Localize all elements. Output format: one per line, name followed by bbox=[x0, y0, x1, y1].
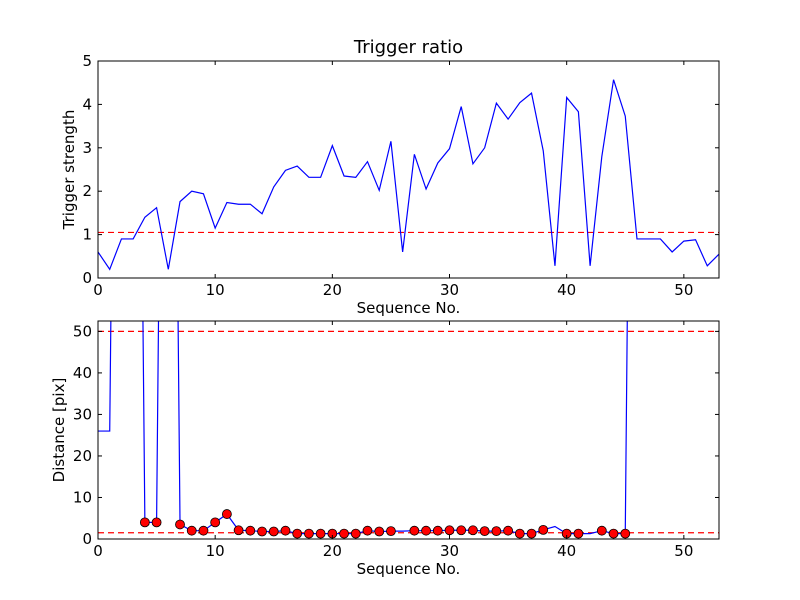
data-point-marker bbox=[503, 525, 513, 536]
data-point-marker bbox=[596, 525, 607, 536]
data-point-marker bbox=[421, 525, 431, 536]
data-point-marker bbox=[608, 528, 619, 539]
data-point-marker bbox=[280, 525, 291, 536]
data-point-marker bbox=[444, 525, 455, 536]
data-point-marker bbox=[233, 525, 244, 536]
y-axis-label: Distance [pix] bbox=[50, 378, 68, 483]
data-point-marker bbox=[386, 526, 396, 537]
chart-panel-1: 0 10 20 30 40 50 0 1 2 3 4 5 Sequence No. Trigger str… bbox=[60, 37, 720, 317]
plot-area-1 bbox=[98, 79, 719, 271]
y-tick-label: 0 bbox=[82, 530, 92, 548]
x-axis-label: Sequence No. bbox=[357, 299, 461, 317]
x-tick-label: 20 bbox=[323, 542, 342, 560]
y-tick-label: 2 bbox=[82, 182, 92, 200]
data-point-marker bbox=[514, 528, 525, 539]
data-point-marker bbox=[315, 528, 326, 539]
y-tick-label: 4 bbox=[82, 95, 92, 113]
y-axis-label: Trigger strength bbox=[60, 110, 78, 231]
data-point-marker bbox=[456, 525, 467, 536]
data-point-marker bbox=[409, 525, 420, 536]
x-tick-label: 40 bbox=[557, 281, 576, 299]
data-point-marker bbox=[151, 517, 162, 528]
data-point-marker bbox=[210, 517, 221, 528]
data-point-marker bbox=[526, 528, 537, 539]
plot-area-2 bbox=[98, 321, 719, 539]
x-tick-label: 40 bbox=[557, 542, 576, 560]
y-tick-label: 30 bbox=[73, 405, 92, 423]
y-tick-label: 40 bbox=[73, 364, 92, 382]
data-point-marker bbox=[468, 525, 478, 536]
x-tick-label: 0 bbox=[93, 281, 103, 299]
x-tick-label: 0 bbox=[93, 542, 103, 560]
data-point-marker bbox=[198, 525, 209, 536]
y-tick-label: 20 bbox=[73, 447, 92, 465]
data-point-marker bbox=[432, 525, 443, 536]
x-axis-label: Sequence No. bbox=[357, 560, 461, 578]
data-point-marker bbox=[245, 525, 256, 536]
y-tick-label: 3 bbox=[82, 139, 92, 157]
x-tick-label: 20 bbox=[323, 281, 342, 299]
data-point-marker bbox=[268, 526, 279, 537]
y-tick-label: 5 bbox=[82, 52, 92, 70]
data-point-marker bbox=[350, 528, 361, 539]
y-tick-label: 10 bbox=[73, 488, 92, 506]
data-point-marker bbox=[573, 528, 584, 539]
data-point-marker bbox=[304, 528, 314, 539]
chart-title: Trigger ratio bbox=[353, 37, 463, 58]
x-tick-label: 10 bbox=[206, 542, 225, 560]
x-tick-label: 30 bbox=[440, 281, 459, 299]
x-tick-label: 50 bbox=[674, 542, 693, 560]
y-tick-label: 50 bbox=[73, 322, 92, 340]
data-point-marker bbox=[139, 517, 150, 528]
x-tick-label: 30 bbox=[440, 542, 459, 560]
series-line-1 bbox=[98, 79, 719, 271]
axes-frame-1 bbox=[97, 60, 720, 279]
data-point-marker bbox=[620, 528, 631, 539]
data-point-marker bbox=[186, 525, 197, 536]
data-point-marker bbox=[491, 526, 502, 537]
data-point-marker bbox=[292, 528, 303, 539]
x-tick-label: 50 bbox=[674, 281, 693, 299]
data-point-marker bbox=[538, 524, 549, 535]
data-point-marker bbox=[374, 526, 385, 537]
data-point-marker bbox=[175, 519, 185, 530]
series-line-1 bbox=[98, 321, 628, 535]
data-point-marker bbox=[479, 526, 490, 537]
data-point-marker bbox=[362, 525, 373, 536]
chart-panel-2: 0 10 20 30 40 50 0 10 20 30 40 50 Sequence No. Distan… bbox=[50, 320, 720, 578]
y-tick-label: 1 bbox=[82, 226, 92, 244]
data-point-marker bbox=[257, 526, 267, 537]
data-point-marker bbox=[221, 509, 232, 519]
x-tick-label: 10 bbox=[206, 281, 225, 299]
axes-frame-2 bbox=[97, 320, 720, 540]
data-point-marker bbox=[339, 528, 349, 539]
y-tick-label: 0 bbox=[82, 269, 92, 287]
